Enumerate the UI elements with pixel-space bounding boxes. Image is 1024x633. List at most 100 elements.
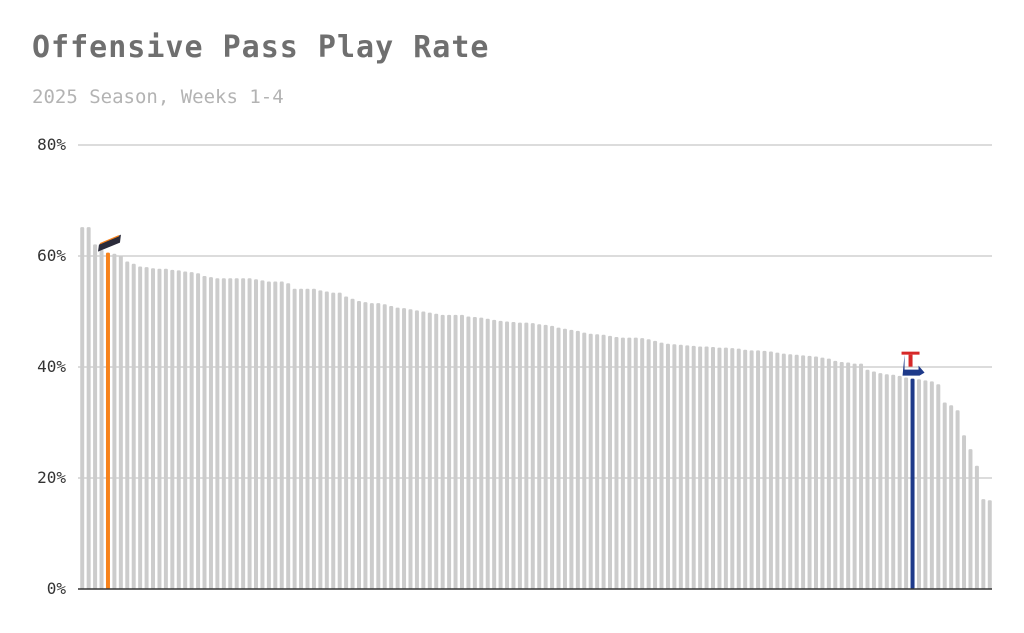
bar xyxy=(987,500,992,589)
y-tick-label: 0% xyxy=(47,579,67,598)
bar xyxy=(408,309,413,589)
bar xyxy=(968,449,973,589)
bar xyxy=(601,334,606,589)
bar xyxy=(659,342,664,589)
bar xyxy=(86,227,91,589)
bar xyxy=(138,266,143,589)
bar xyxy=(363,302,368,589)
bar xyxy=(466,316,471,589)
bar xyxy=(498,320,503,589)
bar xyxy=(125,261,130,589)
bar xyxy=(331,292,336,589)
lt-logo-stem xyxy=(908,354,913,367)
team-logos xyxy=(97,234,925,376)
bar xyxy=(981,499,986,589)
bars xyxy=(80,227,992,590)
bar xyxy=(369,303,374,589)
bar xyxy=(163,268,168,589)
bar xyxy=(730,348,735,589)
bar xyxy=(852,363,857,589)
bar xyxy=(93,244,98,589)
bar xyxy=(395,307,400,589)
bar xyxy=(196,273,201,589)
bar xyxy=(279,281,284,589)
bar xyxy=(260,280,265,589)
bar xyxy=(170,269,175,589)
bar xyxy=(743,349,748,589)
bar xyxy=(839,362,844,589)
bar xyxy=(949,405,954,589)
bar xyxy=(826,358,831,589)
y-axis-ticks: 0% 20% 40% 60% 80% xyxy=(37,135,66,598)
bar xyxy=(891,374,896,589)
bar xyxy=(620,337,625,589)
chart-title: Offensive Pass Play Rate xyxy=(32,30,490,65)
bar xyxy=(305,288,310,589)
bar xyxy=(157,268,162,589)
bar xyxy=(865,369,870,589)
bar xyxy=(389,305,394,589)
bar xyxy=(756,350,761,589)
bar xyxy=(151,268,156,589)
bar xyxy=(176,270,181,589)
bar xyxy=(807,355,812,589)
bar xyxy=(266,281,271,589)
bar xyxy=(923,380,928,589)
bar xyxy=(672,344,677,589)
highlighted-bar xyxy=(910,378,915,589)
bar xyxy=(112,253,117,589)
bar xyxy=(717,347,722,589)
bar xyxy=(678,344,683,589)
bar xyxy=(794,354,799,589)
bar xyxy=(202,275,207,589)
bar xyxy=(582,332,587,589)
bar xyxy=(640,338,645,589)
bar xyxy=(685,345,690,589)
bar xyxy=(653,340,658,589)
bar xyxy=(608,335,613,589)
bar xyxy=(562,328,567,589)
bar xyxy=(543,324,548,589)
bar xyxy=(749,350,754,589)
bar xyxy=(324,291,329,589)
bar xyxy=(311,288,316,589)
bar xyxy=(530,323,535,589)
bar xyxy=(595,334,600,589)
bar xyxy=(962,435,967,589)
bar xyxy=(414,310,419,589)
utep-logo xyxy=(97,234,121,252)
bar xyxy=(208,277,213,589)
bar xyxy=(884,374,889,589)
bar xyxy=(228,278,233,589)
bar xyxy=(344,296,349,589)
bar xyxy=(788,354,793,589)
bar xyxy=(485,318,490,589)
bar xyxy=(646,339,651,589)
utep-logo-shape xyxy=(97,234,121,252)
bar xyxy=(402,308,407,589)
bar xyxy=(665,343,670,589)
bar xyxy=(537,324,542,589)
bar xyxy=(118,255,123,589)
bar xyxy=(505,321,510,589)
bar xyxy=(569,329,574,589)
bar xyxy=(711,347,716,589)
bar xyxy=(974,465,979,589)
bar xyxy=(723,347,728,589)
bar xyxy=(614,337,619,589)
bar xyxy=(762,350,767,589)
bar xyxy=(215,278,220,589)
bar xyxy=(80,227,85,589)
bar xyxy=(556,327,561,589)
bar xyxy=(254,279,259,589)
y-tick-label: 60% xyxy=(37,246,66,265)
bar xyxy=(273,281,278,589)
bar xyxy=(871,371,876,589)
y-tick-label: 20% xyxy=(37,468,66,487)
bar xyxy=(131,263,136,589)
bar xyxy=(833,360,838,589)
bar xyxy=(144,267,149,589)
bar xyxy=(517,322,522,589)
bar xyxy=(916,379,921,589)
